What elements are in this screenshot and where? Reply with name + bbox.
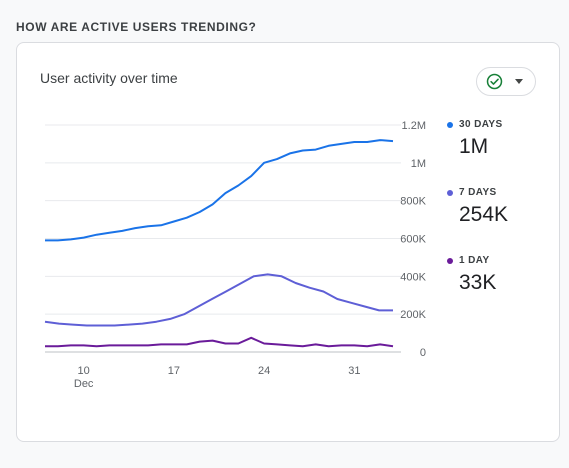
series-line-7-days [44,273,393,327]
user-activity-card: User activity over time 0 200K 400K 600K 800… [16,42,560,442]
legend-value: 1M [459,135,489,158]
y-tick-label: 600K [400,234,426,246]
legend-value: 254K [459,203,509,226]
check-circle-icon [486,73,503,90]
y-tick-label: 200K [400,309,426,321]
caret-down-icon [515,79,523,84]
y-tick-label: 1.2M [402,120,426,132]
series-line-1-day [45,336,394,348]
section-heading: HOW ARE ACTIVE USERS TRENDING? [16,20,257,34]
y-tick-label: 400K [400,271,426,283]
x-tick-label: 17 [168,365,180,377]
legend-dot [447,121,453,128]
card-title: User activity over time [40,70,178,86]
legend-item-7-days: 7 DAYS 254K [447,187,508,227]
y-tick-label: 0 [420,347,426,359]
legend-value: 33K [459,271,497,294]
comparison-dropdown-button[interactable] [476,67,536,96]
legend-item-30-days: 30 DAYS 1M [447,119,503,159]
y-tick-label: 1M [411,158,426,170]
legend-dot [447,257,453,264]
x-tick-sublabel: Dec [74,378,94,390]
legend-item-1-day: 1 DAY 33K [447,255,496,295]
x-tick-label: 24 [258,365,270,377]
legend-label: 7 DAYS [459,187,497,198]
x-tick-label: 31 [348,365,360,377]
legend-label: 1 DAY [459,255,490,266]
x-tick-label: 10 [78,365,90,377]
y-tick-label: 800K [400,196,426,208]
legend-label: 30 DAYS [459,119,503,130]
series-line-30-days [45,139,394,242]
legend-dot [447,189,453,196]
